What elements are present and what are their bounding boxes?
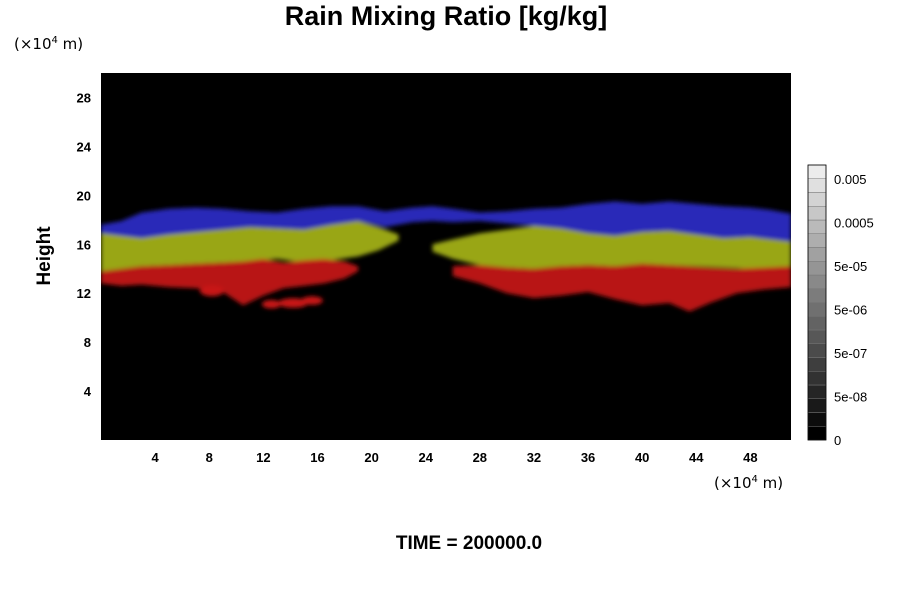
layer-0-segment-0 [101, 201, 791, 242]
colorbar-cell-7 [807, 329, 827, 344]
colorbar-cell-5 [807, 357, 827, 372]
time-label: TIME = 200000.0 [396, 533, 542, 554]
x-tick-label-8: 36 [581, 450, 595, 465]
colorbar-cell-4 [807, 371, 827, 386]
colorbar-cell-1 [807, 412, 827, 427]
colorbar-cell-17 [807, 192, 827, 207]
x-tick-label-10: 44 [689, 450, 704, 465]
x-tick-label-3: 16 [310, 450, 324, 465]
colorbar-label-4: 5e-07 [834, 346, 867, 361]
x-tick-label-1: 8 [206, 450, 213, 465]
x-tick-label-7: 32 [527, 450, 541, 465]
colorbar-cell-14 [807, 233, 827, 248]
y-tick-label-5: 24 [77, 139, 92, 154]
rain-blob-2 [278, 298, 308, 308]
rain-field-layers [101, 201, 791, 312]
rain-blob-0 [199, 285, 225, 297]
layer-1-segment-0 [101, 221, 399, 272]
y-axis-unit: (×104 m) [14, 35, 83, 53]
layer-1-segment-1 [432, 225, 791, 269]
colorbar-cell-0 [807, 426, 827, 441]
y-tick-label-1: 8 [84, 335, 91, 350]
colorbar-labels: 0.005 0.0005 5e-05 5e-06 5e-07 5e-08 0 [834, 172, 874, 448]
x-tick-label-9: 40 [635, 450, 649, 465]
layer-2-segment-1 [452, 263, 791, 312]
colorbar-cell-18 [807, 178, 827, 193]
chart-title: Rain Mixing Ratio [kg/kg] [285, 1, 608, 31]
x-tick-label-4: 20 [364, 450, 378, 465]
colorbar-label-1: 0.0005 [834, 216, 874, 231]
colorbar-label-2: 5e-05 [834, 259, 867, 274]
x-axis-unit: (×104 m) [714, 474, 783, 492]
colorbar-cell-8 [807, 316, 827, 331]
colorbar [807, 164, 827, 441]
y-tick-label-6: 28 [77, 90, 91, 105]
colorbar-label-5: 5e-08 [834, 390, 867, 405]
y-axis-ticks: 4 8 12 16 20 24 28 [77, 90, 92, 399]
rain-blob-1 [262, 299, 281, 309]
colorbar-cell-9 [807, 302, 827, 317]
colorbar-cell-13 [807, 247, 827, 262]
y-tick-label-3: 16 [77, 237, 91, 252]
colorbar-cell-16 [807, 206, 827, 221]
colorbar-cell-12 [807, 261, 827, 276]
x-tick-label-2: 12 [256, 450, 270, 465]
x-tick-label-0: 4 [152, 450, 160, 465]
colorbar-cell-6 [807, 343, 827, 358]
x-tick-label-5: 24 [418, 450, 433, 465]
y-tick-label-4: 20 [77, 188, 91, 203]
x-tick-label-11: 48 [743, 450, 757, 465]
colorbar-cell-10 [807, 288, 827, 303]
colorbar-cell-3 [807, 384, 827, 399]
colorbar-cell-19 [807, 164, 827, 179]
colorbar-label-0: 0.005 [834, 172, 867, 187]
y-tick-label-0: 4 [84, 384, 92, 399]
layer-2-segment-0 [101, 258, 359, 306]
colorbar-label-3: 5e-06 [834, 303, 867, 318]
colorbar-frame [807, 164, 827, 441]
rain-blob-3 [301, 296, 323, 305]
colorbar-cell-15 [807, 219, 827, 234]
y-axis-label: Height [34, 226, 55, 286]
colorbar-cell-11 [807, 274, 827, 289]
colorbar-label-6: 0 [834, 433, 841, 448]
colorbar-cell-2 [807, 398, 827, 413]
x-tick-label-6: 28 [473, 450, 487, 465]
y-tick-label-2: 12 [77, 286, 91, 301]
x-axis-ticks: 4 8 12 16 20 24 28 32 36 40 44 48 [152, 450, 758, 465]
